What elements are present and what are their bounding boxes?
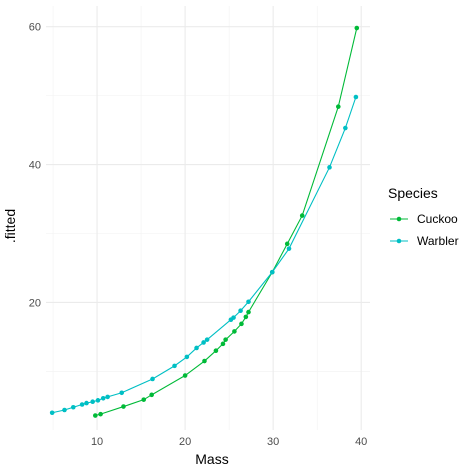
data-point-warbler (100, 395, 106, 401)
data-point-warbler (204, 337, 210, 342)
y-tick-label: 40 (29, 160, 41, 172)
data-point-warbler (119, 390, 125, 396)
data-point-warbler (184, 354, 190, 360)
legend-key-point-cuckoo (396, 216, 402, 222)
data-point-warbler (95, 398, 101, 403)
legend-label-warbler: Warbler (417, 234, 459, 248)
grid-minor-lines (46, 6, 370, 430)
y-axis-title: .fitted (2, 209, 18, 243)
legend-title: Species (388, 185, 438, 201)
x-tick-label: 10 (91, 436, 103, 448)
data-point-warbler (49, 410, 55, 416)
y-tick-label: 60 (29, 22, 41, 34)
data-point-cuckoo (220, 341, 226, 347)
data-point-warbler (286, 246, 292, 251)
x-tick-labels: 10 20 30 40 (91, 436, 367, 448)
data-point-cuckoo (149, 392, 154, 398)
data-point-cuckoo (246, 309, 251, 315)
data-point-warbler (231, 315, 236, 320)
series-layer (49, 25, 360, 418)
data-point-warbler (62, 407, 67, 413)
legend-entries: Cuckoo Warbler (390, 212, 459, 248)
data-point-cuckoo (93, 413, 98, 418)
series-line-cuckoo (95, 27, 358, 417)
data-point-warbler (238, 308, 243, 314)
data-point-warbler (105, 394, 110, 400)
legend-key-point-warbler (396, 238, 402, 244)
data-point-warbler (84, 400, 89, 406)
data-point-warbler (353, 94, 359, 100)
data-point-warbler (79, 402, 85, 407)
data-point-cuckoo (243, 314, 249, 320)
data-point-cuckoo (284, 241, 290, 247)
data-point-cuckoo (299, 213, 305, 218)
data-point-warbler (201, 340, 206, 345)
series-warbler (49, 94, 359, 416)
data-point-cuckoo (98, 411, 103, 417)
x-axis-title: Mass (195, 451, 228, 467)
data-point-cuckoo (202, 358, 207, 364)
data-point-warbler (172, 363, 177, 369)
data-point-cuckoo (141, 397, 147, 402)
data-point-cuckoo (213, 348, 219, 354)
data-point-warbler (246, 299, 251, 305)
legend-label-cuckoo: Cuckoo (417, 212, 458, 226)
y-tick-labels: 20 40 60 (29, 22, 41, 310)
data-point-cuckoo (232, 329, 237, 334)
x-tick-label: 20 (179, 436, 191, 448)
x-tick-label: 30 (267, 436, 279, 448)
data-point-warbler (327, 165, 332, 170)
data-point-cuckoo (354, 25, 360, 31)
data-point-cuckoo (223, 337, 228, 342)
y-tick-label: 20 (29, 297, 41, 309)
grid-major-lines (46, 6, 370, 430)
data-point-cuckoo (336, 104, 341, 109)
data-point-cuckoo (182, 373, 188, 378)
series-cuckoo (93, 25, 360, 418)
data-point-cuckoo (121, 404, 126, 409)
data-point-cuckoo (239, 321, 244, 327)
data-point-warbler (343, 125, 348, 131)
legend: Species Cuckoo Warbler (388, 185, 459, 248)
data-point-warbler (269, 269, 275, 275)
x-tick-label: 40 (355, 436, 367, 448)
data-point-warbler (70, 404, 76, 410)
data-point-warbler (194, 345, 199, 351)
legend-entry-cuckoo: Cuckoo (390, 212, 458, 226)
series-line-warbler (52, 96, 357, 414)
data-point-warbler (150, 376, 155, 382)
legend-entry-warbler: Warbler (390, 234, 459, 248)
data-point-warbler (90, 399, 95, 405)
